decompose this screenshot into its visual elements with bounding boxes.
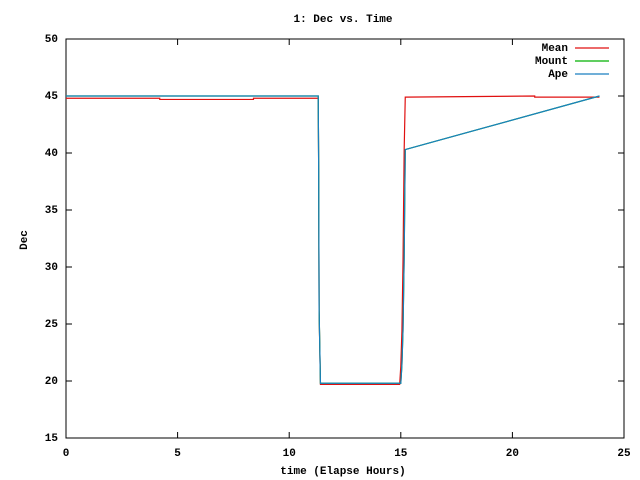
x-tick-label: 10	[283, 448, 296, 460]
x-tick-label: 5	[174, 448, 181, 460]
x-tick-label: 25	[617, 448, 631, 460]
y-tick-label: 40	[45, 148, 58, 160]
series-line	[66, 95, 600, 384]
y-tick-label: 45	[45, 91, 59, 103]
plot-frame	[65, 38, 625, 439]
x-axis-label: time (Elapse Hours)	[280, 466, 405, 478]
x-tick-label: 0	[63, 448, 70, 460]
chart-title: 1: Dec vs. Time	[293, 14, 392, 26]
y-tick-label: 35	[45, 205, 59, 217]
legend-label: Mount	[535, 56, 568, 68]
y-tick-label: 20	[45, 376, 58, 388]
x-tick-label: 15	[394, 448, 408, 460]
legend-label: Mean	[542, 43, 568, 55]
series-line	[66, 95, 600, 384]
y-tick-label: 30	[45, 262, 58, 274]
y-axis-label: Dec	[19, 230, 31, 250]
y-tick-label: 50	[45, 34, 58, 46]
legend-label: Ape	[548, 69, 568, 81]
y-tick-label: 15	[45, 433, 59, 445]
x-tick-label: 20	[506, 448, 519, 460]
series-line	[66, 95, 600, 386]
y-tick-label: 25	[45, 319, 59, 331]
